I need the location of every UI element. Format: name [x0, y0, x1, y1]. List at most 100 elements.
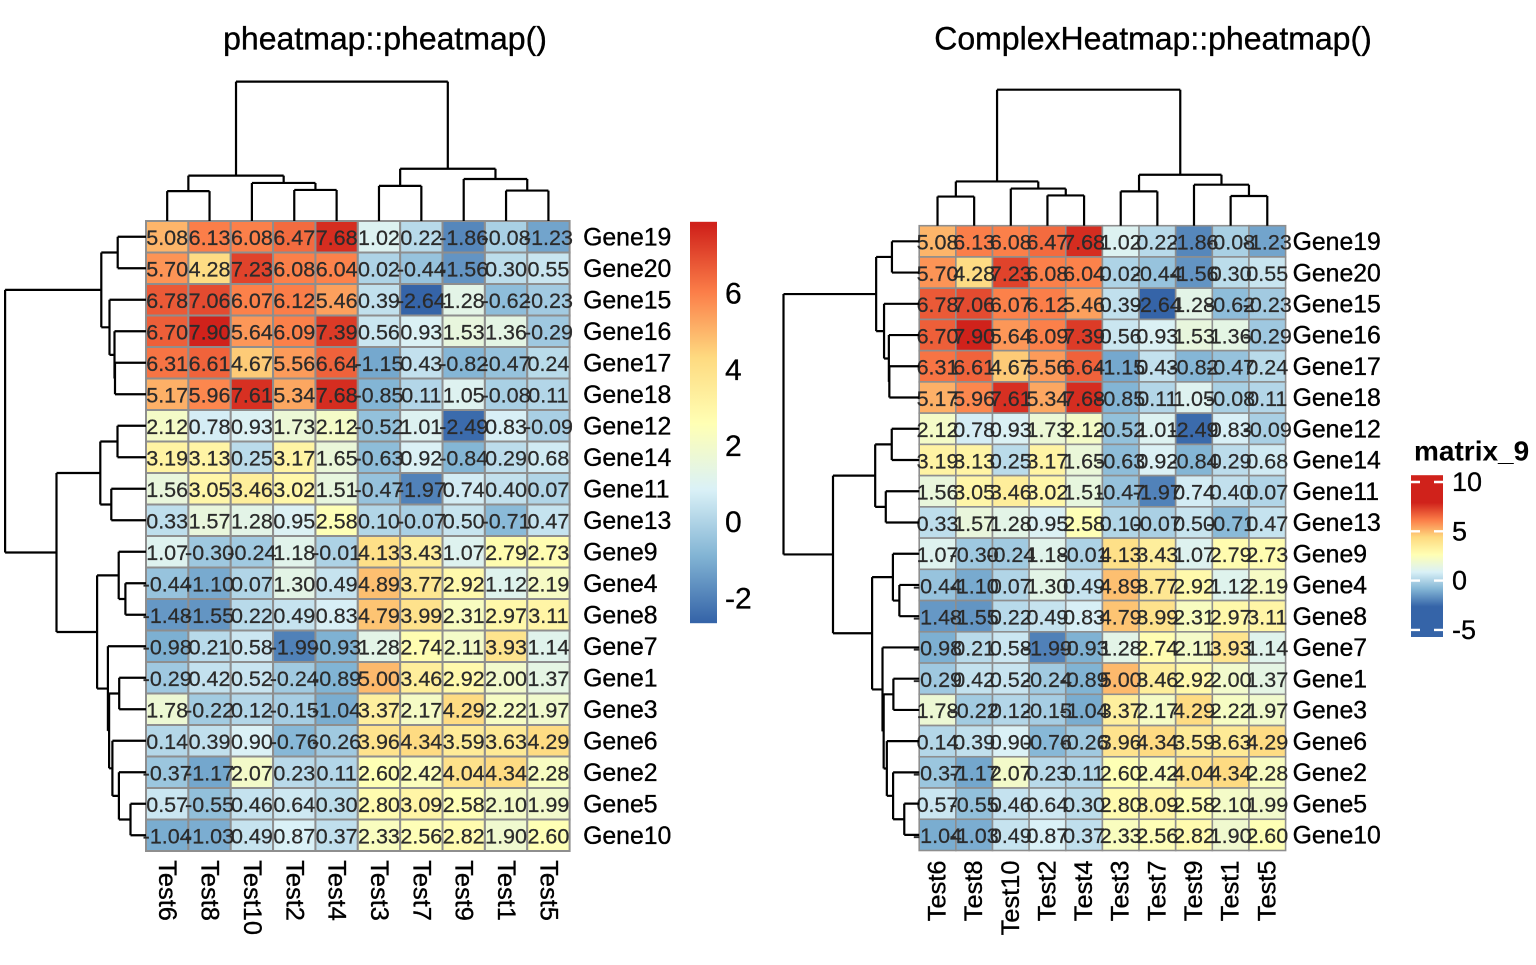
svg-text:0.11: 0.11 — [528, 384, 568, 408]
svg-text:1.90: 1.90 — [485, 825, 527, 849]
svg-text:Gene12: Gene12 — [583, 413, 671, 440]
svg-text:0.78: 0.78 — [953, 418, 995, 442]
svg-text:0.12: 0.12 — [990, 699, 1032, 723]
svg-text:5.56: 5.56 — [1027, 356, 1069, 380]
svg-text:0.12: 0.12 — [231, 699, 273, 723]
svg-text:4.29: 4.29 — [527, 730, 569, 754]
svg-text:0.93: 0.93 — [231, 415, 273, 439]
svg-text:0.87: 0.87 — [1027, 824, 1069, 848]
svg-text:6.13: 6.13 — [189, 226, 231, 250]
svg-text:1.28: 1.28 — [990, 512, 1032, 536]
svg-text:Gene19: Gene19 — [1293, 229, 1381, 256]
svg-text:6.07: 6.07 — [231, 289, 273, 313]
svg-text:1.65: 1.65 — [1063, 449, 1105, 473]
svg-text:3.99: 3.99 — [400, 604, 442, 628]
svg-text:1.51: 1.51 — [316, 478, 358, 502]
svg-text:7.06: 7.06 — [953, 293, 995, 317]
svg-text:6: 6 — [725, 278, 742, 311]
svg-text:-1.86: -1.86 — [439, 226, 488, 250]
svg-text:-0.44: -0.44 — [143, 573, 192, 597]
svg-text:0.68: 0.68 — [1246, 449, 1288, 473]
svg-text:-1.10: -1.10 — [185, 573, 234, 597]
svg-text:0.42: 0.42 — [189, 667, 231, 691]
svg-text:-1.17: -1.17 — [950, 762, 999, 786]
svg-text:Gene3: Gene3 — [1293, 698, 1367, 725]
svg-text:0.33: 0.33 — [917, 512, 959, 536]
svg-text:-0.26: -0.26 — [312, 730, 361, 754]
svg-text:2.97: 2.97 — [485, 604, 527, 628]
svg-text:2.19: 2.19 — [1246, 574, 1288, 598]
svg-text:6.61: 6.61 — [189, 352, 231, 376]
svg-text:2.19: 2.19 — [527, 573, 569, 597]
svg-text:Test8: Test8 — [960, 861, 988, 922]
svg-text:-0.08: -0.08 — [482, 226, 531, 250]
svg-text:2.58: 2.58 — [316, 510, 358, 534]
svg-text:Test8: Test8 — [196, 860, 224, 921]
svg-text:-1.04: -1.04 — [913, 824, 962, 848]
svg-text:2.58: 2.58 — [1173, 793, 1215, 817]
svg-text:0.46: 0.46 — [990, 793, 1032, 817]
svg-text:0.11: 0.11 — [316, 762, 356, 786]
svg-text:1.28: 1.28 — [1173, 293, 1215, 317]
svg-text:-0.71: -0.71 — [1206, 512, 1255, 536]
svg-text:-0.22: -0.22 — [185, 699, 234, 723]
svg-text:Gene8: Gene8 — [583, 602, 657, 629]
svg-text:-0.29: -0.29 — [524, 321, 573, 345]
svg-text:2.56: 2.56 — [1136, 824, 1178, 848]
svg-text:3.37: 3.37 — [358, 699, 400, 723]
svg-text:6.09: 6.09 — [273, 321, 315, 345]
svg-text:4.34: 4.34 — [1136, 730, 1178, 754]
svg-text:6.47: 6.47 — [273, 226, 315, 250]
svg-text:6.08: 6.08 — [1027, 262, 1069, 286]
svg-text:0.22: 0.22 — [231, 604, 273, 628]
svg-text:7.23: 7.23 — [990, 262, 1032, 286]
svg-text:Test5: Test5 — [1253, 861, 1281, 922]
svg-text:1.18: 1.18 — [273, 541, 315, 565]
svg-text:0.92: 0.92 — [400, 447, 442, 471]
svg-text:Gene18: Gene18 — [1293, 385, 1381, 412]
svg-text:1.01: 1.01 — [1136, 418, 1178, 442]
svg-text:-0.24: -0.24 — [270, 667, 319, 691]
svg-text:2.82: 2.82 — [1173, 824, 1215, 848]
svg-text:0.11: 0.11 — [401, 384, 441, 408]
svg-text:2.92: 2.92 — [443, 667, 485, 691]
svg-text:-0.44: -0.44 — [397, 258, 446, 282]
svg-text:2.31: 2.31 — [443, 604, 485, 628]
svg-text:6.64: 6.64 — [316, 352, 358, 376]
svg-text:3.59: 3.59 — [1173, 730, 1215, 754]
svg-text:0.64: 0.64 — [1027, 793, 1069, 817]
svg-text:-0.01: -0.01 — [312, 541, 361, 565]
svg-text:4.29: 4.29 — [1173, 699, 1215, 723]
svg-text:3.13: 3.13 — [189, 447, 231, 471]
svg-text:-0.98: -0.98 — [143, 636, 192, 660]
svg-text:Gene7: Gene7 — [1293, 635, 1367, 662]
svg-text:6.78: 6.78 — [917, 293, 959, 317]
svg-text:0.30: 0.30 — [1063, 793, 1105, 817]
svg-text:0.49: 0.49 — [316, 573, 358, 597]
svg-text:-1.56: -1.56 — [1169, 262, 1218, 286]
svg-text:Gene15: Gene15 — [583, 287, 671, 314]
svg-text:0.07: 0.07 — [527, 478, 569, 502]
svg-text:1.14: 1.14 — [527, 636, 569, 660]
svg-text:6.12: 6.12 — [1027, 293, 1069, 317]
svg-text:1.53: 1.53 — [1173, 324, 1215, 348]
svg-text:2.31: 2.31 — [1173, 606, 1215, 630]
svg-text:-1.15: -1.15 — [354, 352, 403, 376]
svg-text:-0.23: -0.23 — [524, 289, 573, 313]
svg-text:2.79: 2.79 — [1210, 543, 1252, 567]
svg-text:Gene20: Gene20 — [583, 256, 671, 283]
svg-text:2.56: 2.56 — [400, 825, 442, 849]
svg-text:1.78: 1.78 — [146, 699, 188, 723]
svg-text:Test7: Test7 — [1143, 861, 1171, 922]
svg-text:2.80: 2.80 — [1100, 793, 1142, 817]
svg-text:-1.55: -1.55 — [950, 606, 999, 630]
svg-text:Test4: Test4 — [323, 860, 351, 921]
svg-text:1.07: 1.07 — [917, 543, 959, 567]
svg-text:0.25: 0.25 — [231, 447, 273, 471]
svg-text:0.30: 0.30 — [316, 793, 358, 817]
svg-text:2.07: 2.07 — [231, 762, 273, 786]
svg-text:0.90: 0.90 — [990, 730, 1032, 754]
svg-text:3.19: 3.19 — [146, 447, 188, 471]
svg-text:-1.55: -1.55 — [185, 604, 234, 628]
svg-text:-0.52: -0.52 — [1096, 418, 1145, 442]
